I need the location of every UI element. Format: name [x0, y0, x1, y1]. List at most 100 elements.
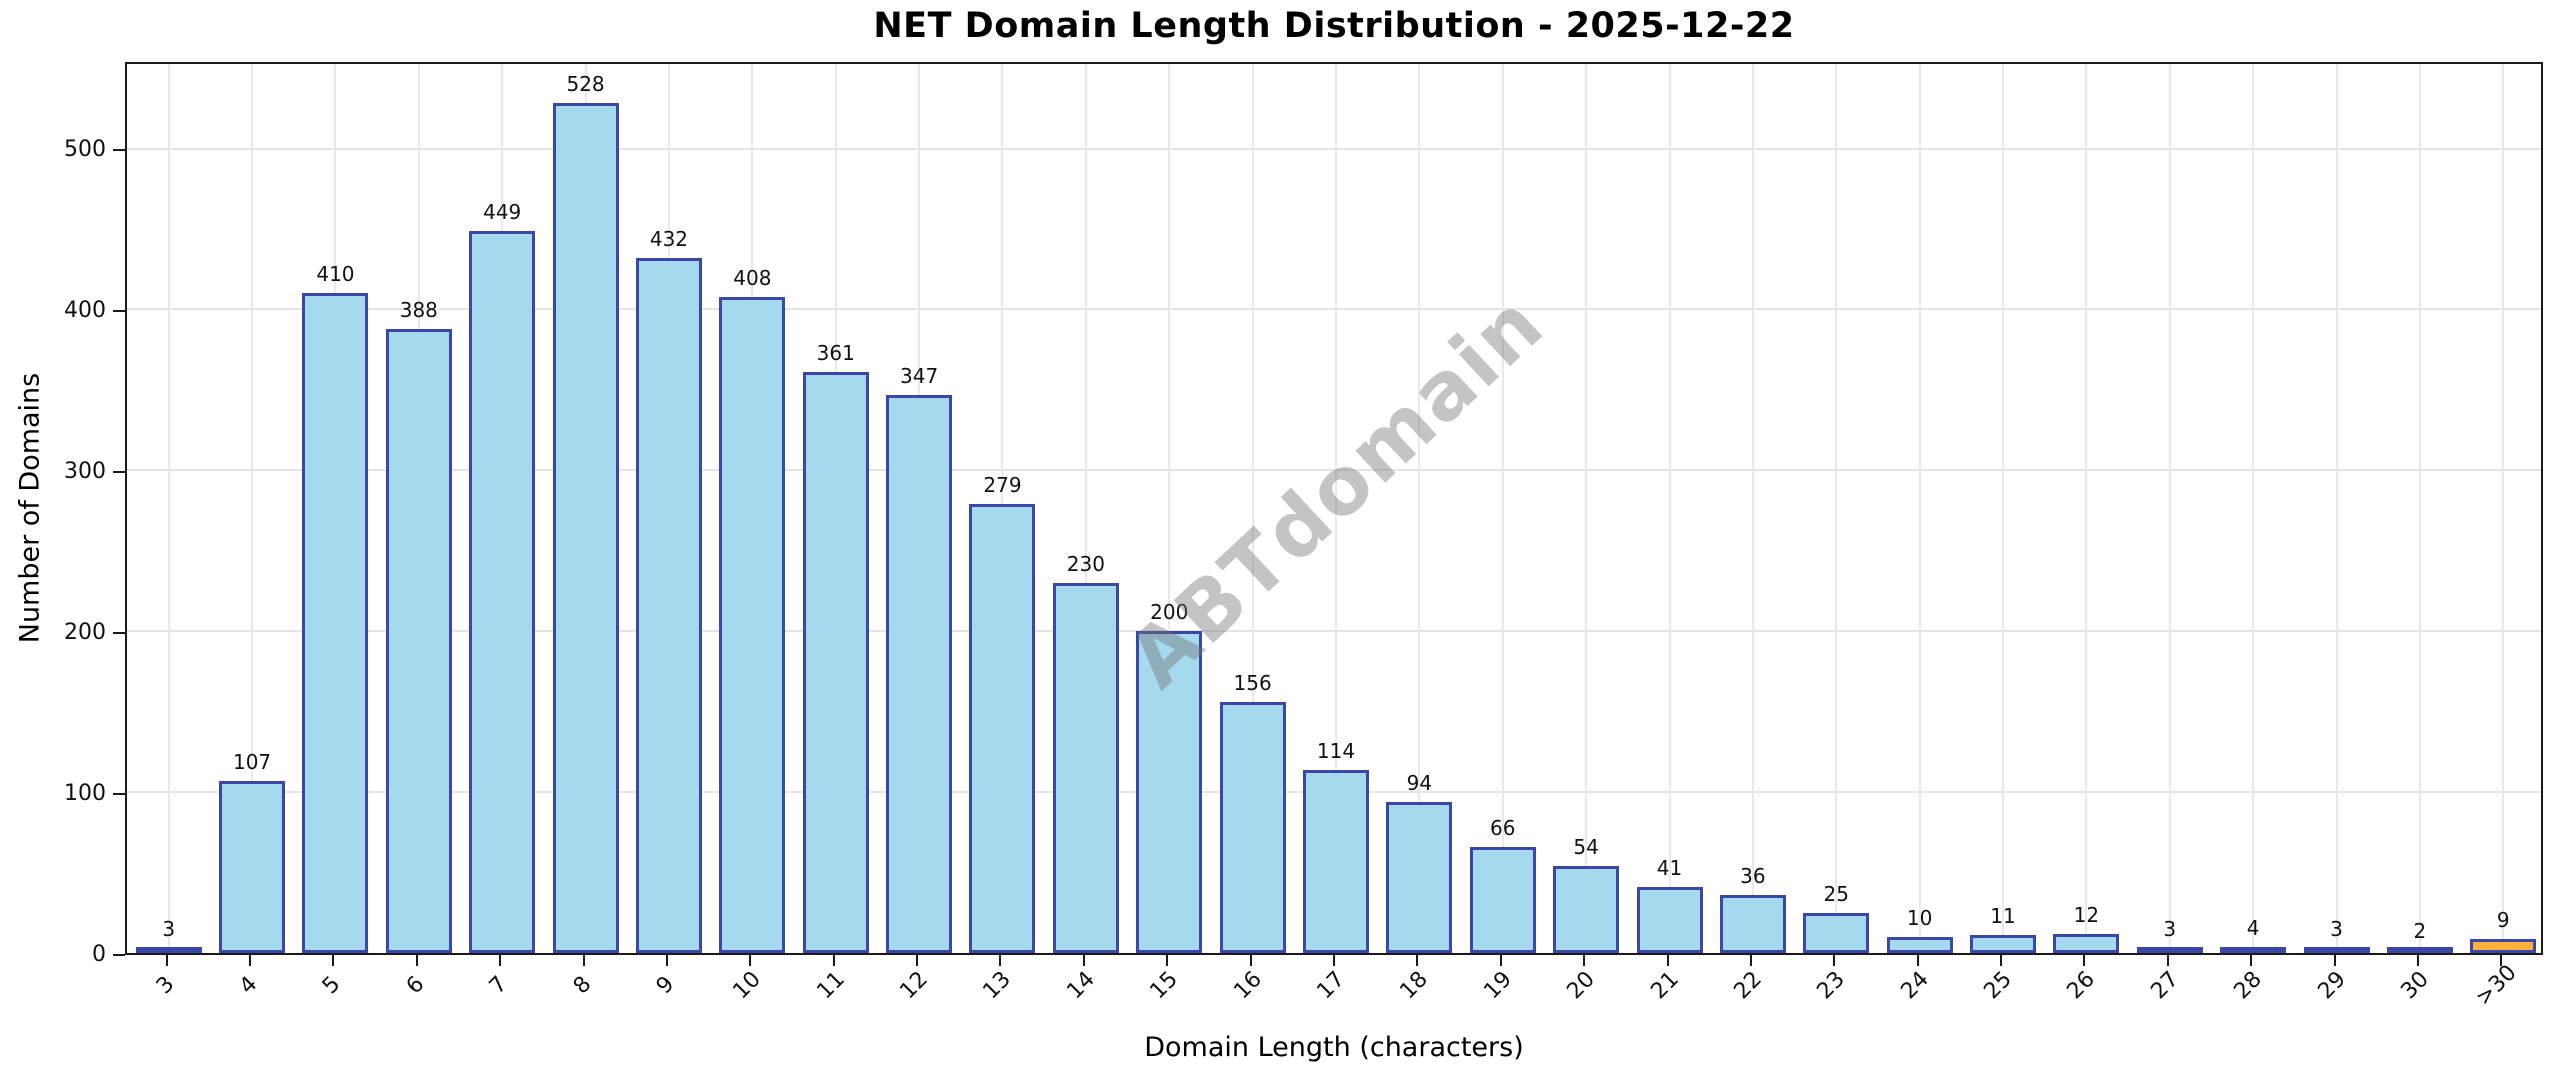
y-tick-mark — [113, 632, 125, 635]
bar — [1469, 846, 1536, 953]
x-tick-mark — [832, 955, 835, 966]
bar — [2470, 938, 2537, 953]
plot-area: ABTdomain 3 107 410 388 449 528 432 408 361 347 27… — [125, 62, 2543, 955]
x-tick-label-text: 14 — [1062, 966, 1100, 1005]
bar-value-label: 2 — [2413, 918, 2427, 943]
y-tick-label: 100 — [64, 781, 106, 807]
x-tick-label-text: 6 — [401, 971, 430, 1000]
x-tick-label: 11 — [812, 967, 862, 1004]
bar — [1303, 769, 1369, 953]
y-tick-label: 500 — [64, 137, 106, 163]
bar — [302, 293, 369, 953]
bar — [886, 394, 953, 953]
x-tick-mark — [2166, 955, 2169, 966]
y-tick-mark — [113, 310, 125, 313]
gridline-vertical — [2418, 64, 2421, 953]
x-tick-label: 17 — [1312, 967, 1362, 1004]
bar — [1719, 895, 1786, 953]
y-axis-label: Number of Domains — [14, 372, 46, 644]
x-tick-label: 10 — [729, 967, 778, 1004]
bar — [802, 372, 869, 953]
x-tick-mark — [332, 955, 335, 966]
bar-value-label: 230 — [1066, 551, 1105, 576]
bar-value-label: 94 — [1406, 770, 1433, 795]
x-tick-label: 7 — [485, 972, 514, 1000]
bar-value-label: 361 — [816, 341, 855, 366]
y-tick-mark — [113, 149, 125, 152]
gridline-vertical — [2085, 64, 2088, 953]
bar — [469, 230, 536, 953]
x-tick-label-text: 29 — [2313, 966, 2351, 1005]
x-tick-label-text: 19 — [1479, 966, 1517, 1005]
x-tick-label-text: 12 — [895, 966, 934, 1005]
x-tick-label-text: 4 — [234, 971, 263, 1000]
x-tick-label-text: 17 — [1312, 966, 1350, 1005]
x-tick-mark — [1333, 955, 1335, 966]
bar-value-label: 41 — [1656, 856, 1683, 881]
x-tick-label-text: 15 — [1145, 966, 1184, 1005]
x-tick-mark — [415, 955, 418, 966]
bar-value-label: 200 — [1150, 600, 1189, 625]
x-tick-label-text: 8 — [568, 971, 596, 1000]
x-tick-mark — [665, 955, 668, 966]
x-tick-label: 29 — [2313, 967, 2363, 1004]
gridline-vertical — [167, 64, 170, 953]
x-tick-label-text: 5 — [318, 971, 346, 1000]
gridline-vertical — [2002, 64, 2005, 953]
x-tick-label-text: 22 — [1729, 966, 1767, 1005]
gridline-vertical — [1668, 64, 1671, 953]
x-tick-label-text: 13 — [978, 966, 1017, 1005]
y-tick-label: 200 — [64, 620, 106, 646]
x-tick-label-text: 28 — [2229, 966, 2268, 1005]
gridline-horizontal — [127, 147, 2541, 150]
bar — [219, 780, 286, 953]
gridline-vertical — [2168, 64, 2171, 953]
x-tick-mark — [1916, 955, 1919, 966]
x-tick-label-text: 9 — [651, 971, 680, 1000]
y-tick-label: 0 — [92, 942, 106, 967]
x-tick-label: 15 — [1146, 967, 1195, 1004]
bar-value-label: 408 — [733, 265, 772, 290]
x-tick-label: 4 — [235, 972, 264, 1000]
x-tick-label: 14 — [1062, 967, 1112, 1004]
x-axis-label: Domain Length (characters) — [1144, 1032, 1524, 1063]
x-tick-mark — [916, 955, 919, 966]
x-tick-mark — [1082, 955, 1085, 966]
x-tick-label: 21 — [1646, 967, 1696, 1004]
x-tick-label-text: 20 — [1562, 966, 1601, 1005]
chart-title: NET Domain Length Distribution - 2025-12… — [873, 6, 1795, 46]
gridline-vertical — [2252, 64, 2255, 953]
bar — [2303, 947, 2370, 953]
x-tick-label-text: 11 — [812, 966, 850, 1005]
x-tick-mark — [1416, 955, 1419, 966]
bar-value-label: 54 — [1573, 835, 1599, 860]
bar-value-label: 36 — [1740, 864, 1766, 889]
gridline-vertical — [1084, 64, 1087, 953]
bar-value-label: 25 — [1823, 881, 1849, 906]
bar — [719, 296, 786, 953]
bar-value-label: 107 — [232, 749, 272, 774]
x-tick-label: 5 — [318, 972, 347, 1000]
x-tick-label: 3 — [151, 972, 181, 1000]
gridline-vertical — [1751, 64, 1754, 953]
bar-value-label: 528 — [566, 72, 605, 97]
x-tick-mark — [499, 955, 502, 966]
x-tick-label: 12 — [896, 967, 945, 1004]
x-tick-label: 16 — [1229, 967, 1279, 1004]
x-tick-label-text: 10 — [728, 966, 767, 1005]
x-tick-mark — [2250, 955, 2253, 966]
bar-value-label: 4 — [2246, 915, 2260, 940]
x-tick-label: 23 — [1813, 967, 1862, 1004]
gridline-vertical — [1251, 64, 1254, 953]
bar-value-label: 9 — [2496, 907, 2510, 932]
x-tick-label: 13 — [979, 967, 1028, 1004]
bar — [969, 504, 1036, 953]
y-tick-mark — [113, 793, 125, 796]
gridline-horizontal — [127, 469, 2541, 472]
x-tick-mark — [1583, 955, 1586, 966]
gridline-vertical — [1418, 64, 1421, 953]
bar — [635, 257, 702, 953]
x-tick-mark — [1249, 955, 1252, 966]
bar-value-label: 11 — [1990, 904, 2016, 929]
